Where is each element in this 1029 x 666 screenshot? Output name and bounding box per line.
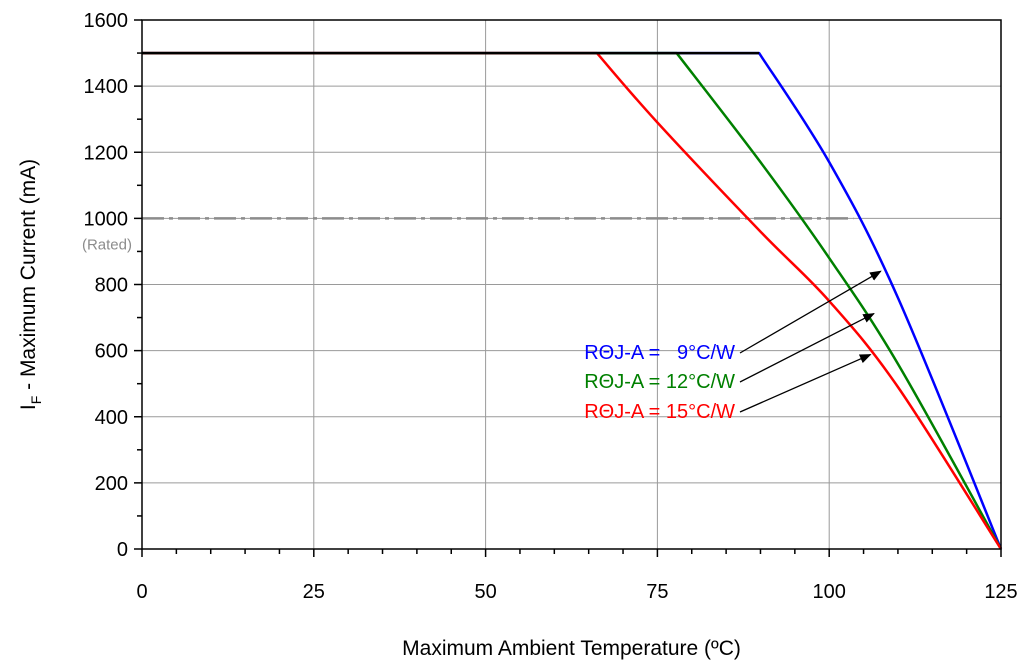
y-axis-title: IF - Maximum Current (mA): [17, 159, 44, 410]
series-line-2: [142, 51, 1003, 550]
y-axis-title-subscript: F: [28, 396, 44, 405]
x-tick-label: 50: [474, 581, 496, 603]
legend-label-3: RΘJ-A = 15°C/W: [584, 401, 735, 423]
legend-arrow-2: [739, 313, 875, 383]
y-axis-title-rest: - Maximum Current (mA): [17, 159, 40, 396]
legend: RΘJ-A = 9°C/W RΘJ-A = 12°C/W RΘJ-A = 15°C/…: [584, 270, 882, 423]
y-tick-label: 1400: [84, 76, 129, 98]
grid: [141, 19, 1002, 550]
series-line-1: [142, 51, 1003, 550]
y-tick-label: 1200: [84, 142, 129, 164]
rated-line-group: (Rated): [82, 217, 854, 253]
legend-arrow-1: [739, 270, 882, 354]
legend-arrow-3: [739, 353, 872, 413]
y-tick-label: 1600: [84, 10, 129, 32]
y-tick-label: 200: [95, 473, 128, 495]
legend-label-1: RΘJ-A = 9°C/W: [584, 342, 735, 364]
y-tick-label: 600: [95, 341, 128, 363]
y-tick-label: 400: [95, 407, 128, 429]
x-tick-label: 75: [646, 581, 668, 603]
y-axis-title-main: I: [17, 404, 40, 410]
x-tick-label: 25: [303, 581, 325, 603]
x-tick-label: 0: [136, 581, 147, 603]
series-line-3: [142, 51, 1003, 550]
axis-ticks: [134, 19, 1002, 557]
y-tick-label: 0: [117, 539, 128, 561]
series-lines: [142, 51, 1003, 550]
x-tick-label: 125: [984, 581, 1017, 603]
rated-label: (Rated): [82, 236, 132, 253]
y-tick-label: 800: [95, 275, 128, 297]
y-tick-label: 1000: [84, 208, 129, 230]
x-axis-title: Maximum Ambient Temperature (ºC): [402, 637, 741, 660]
legend-label-2: RΘJ-A = 12°C/W: [584, 371, 735, 393]
x-tick-label: 100: [813, 581, 846, 603]
tick-labels: 0 25 50 75 100 125 0 200 400 600 800 1000 1200 1400 16…: [84, 10, 1018, 603]
